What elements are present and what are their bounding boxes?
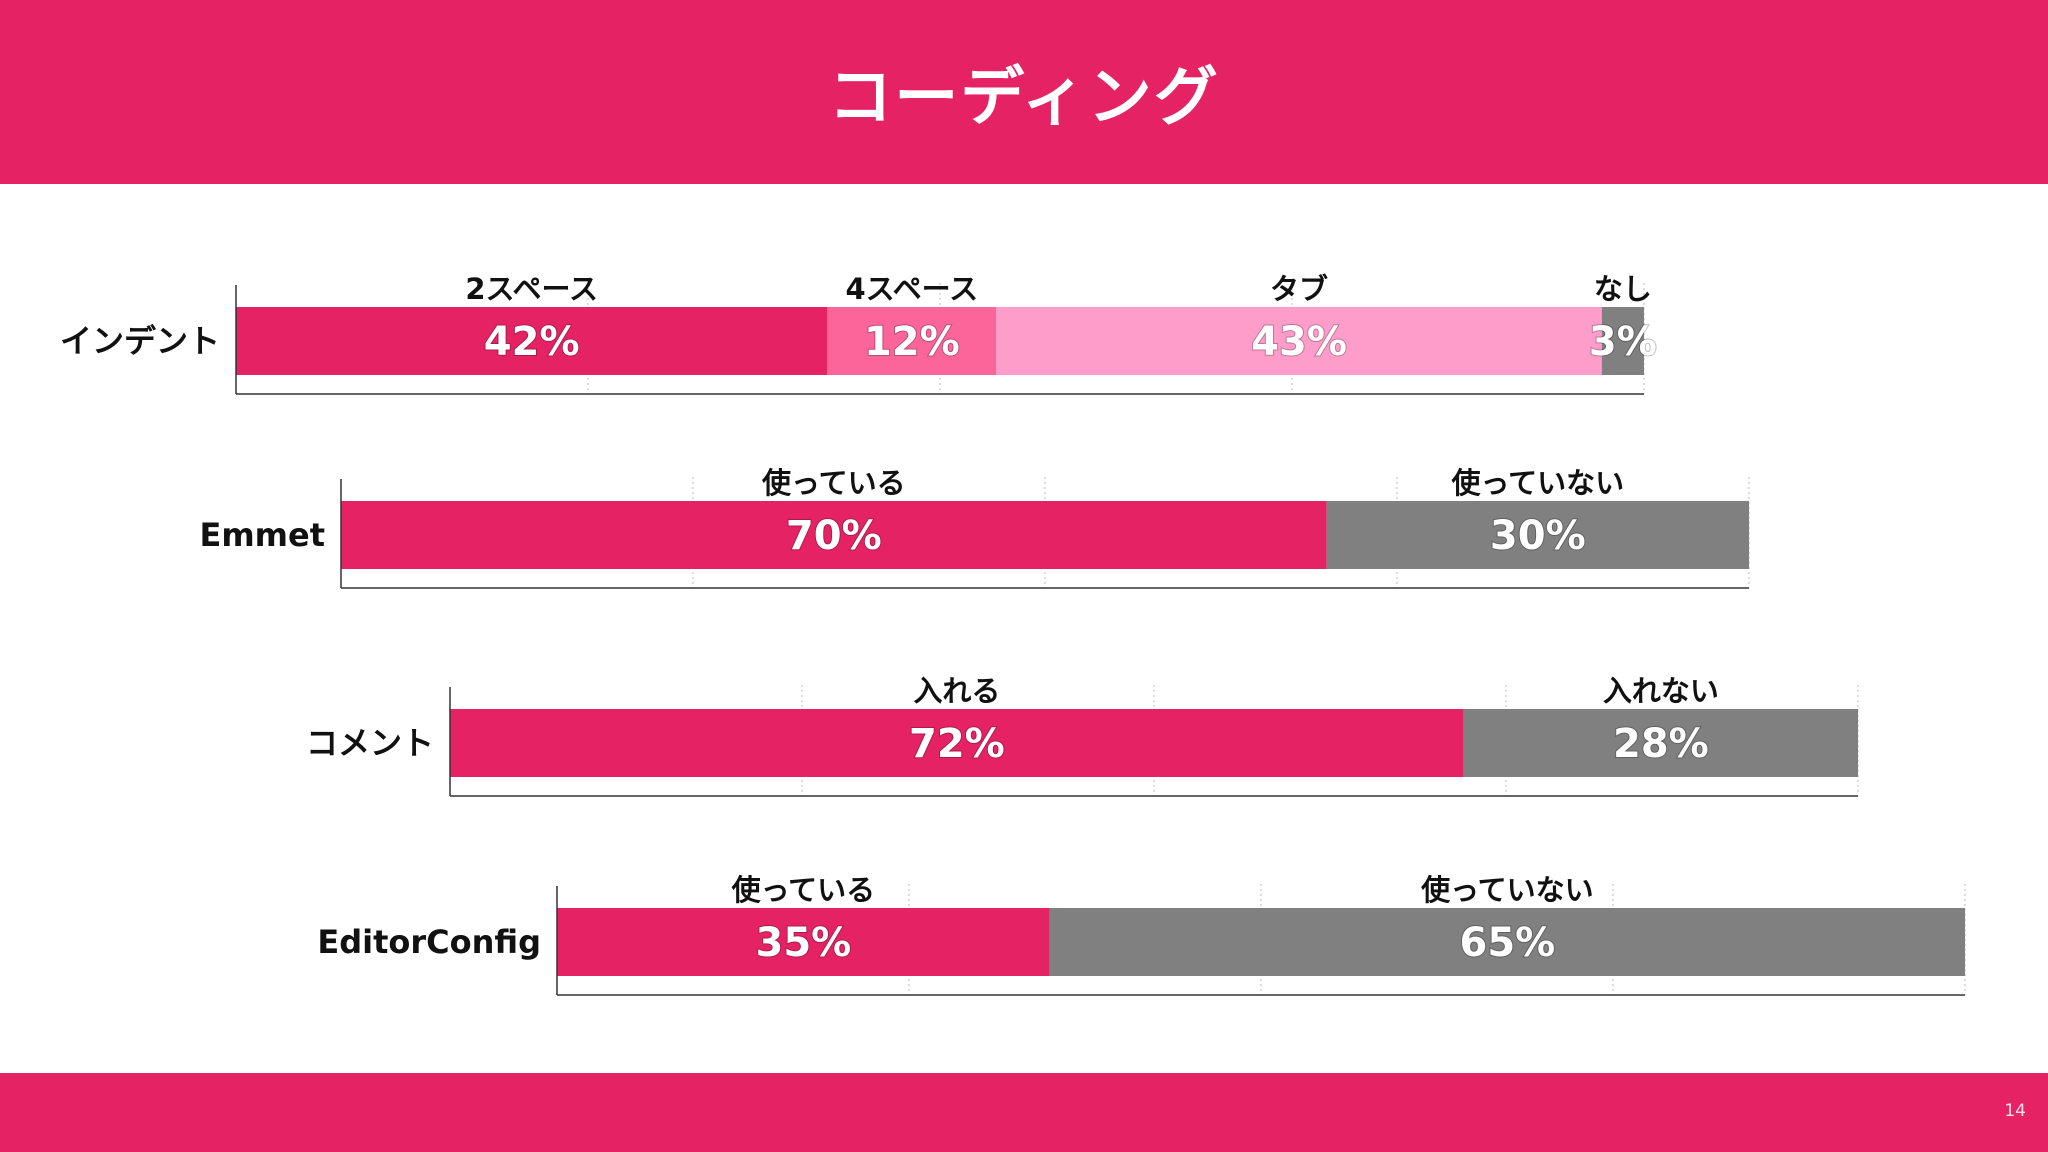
value-label: 72%	[909, 721, 1005, 767]
bar-segment	[1326, 501, 1749, 569]
category-label: 使っている	[761, 466, 906, 500]
bar-segment	[450, 709, 1464, 777]
bar-segment	[996, 307, 1602, 375]
category-label: なし	[1594, 272, 1652, 306]
bar-segment	[827, 307, 997, 375]
bar-segment	[1049, 908, 1965, 976]
category-label: 使っていない	[1420, 873, 1594, 907]
footer-bar: 14	[0, 1073, 2048, 1152]
category-label: タブ	[1270, 272, 1328, 306]
row-label: EditorConfig	[317, 923, 541, 961]
bar-segment	[1463, 709, 1858, 777]
bar-segment	[557, 908, 1050, 976]
category-label: 2スペース	[465, 272, 598, 306]
value-label: 35%	[756, 920, 852, 966]
header-bar: コーディング	[0, 0, 2048, 184]
category-label: 入れない	[1603, 674, 1719, 708]
value-label: 28%	[1613, 721, 1709, 767]
row-label: Emmet	[199, 516, 325, 554]
bar-segment	[341, 501, 1327, 569]
bar-segment	[1601, 307, 1644, 375]
bar-segment	[236, 307, 828, 375]
value-label: 43%	[1251, 319, 1347, 365]
value-label: 12%	[864, 319, 960, 365]
category-label: 使っている	[731, 873, 876, 907]
row-label: コメント	[306, 724, 434, 762]
value-label: 3%	[1589, 319, 1657, 365]
category-label: 使っていない	[1451, 466, 1625, 500]
slide-title: コーディング	[828, 61, 1220, 135]
category-label: 入れる	[913, 674, 1000, 708]
value-label: 42%	[484, 319, 580, 365]
value-label: 30%	[1490, 513, 1586, 559]
row-label: インデント	[60, 322, 220, 360]
value-label: 70%	[786, 513, 882, 559]
page-number: 14	[2004, 1101, 2026, 1121]
value-label: 65%	[1460, 920, 1556, 966]
category-label: 4スペース	[845, 272, 978, 306]
